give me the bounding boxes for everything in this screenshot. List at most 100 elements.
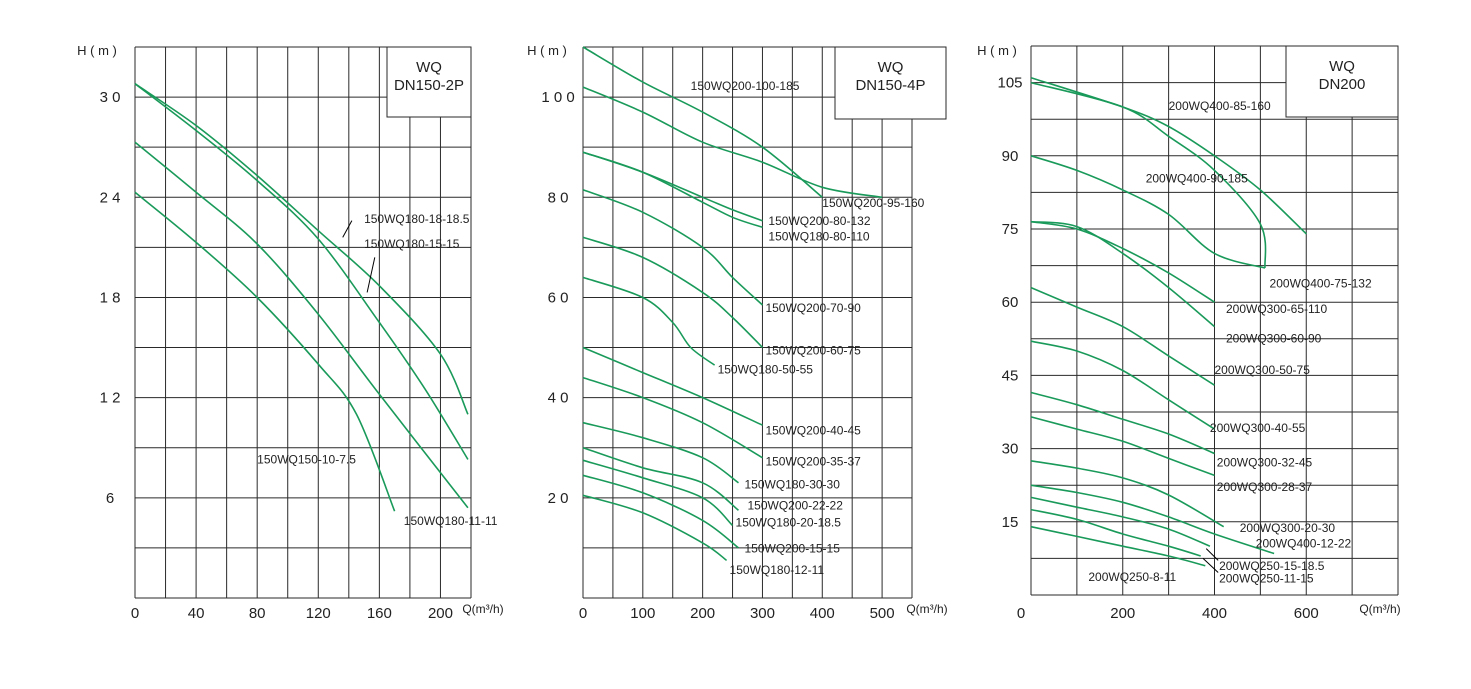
y-axis-label: H ( m ) <box>77 43 117 58</box>
model-size-title: DN200 <box>1319 76 1366 93</box>
curve-label: 150WQ200-35-37 <box>765 454 861 468</box>
label-leader-line <box>342 220 353 238</box>
y-tick-label: 1 2 <box>100 390 121 407</box>
x-tick-label: 200 <box>690 605 715 622</box>
curve-label: 200WQ300-60-90 <box>1226 331 1322 345</box>
curve-label: 150WQ180-20-18.5 <box>736 515 842 529</box>
pump-curve <box>1030 460 1225 528</box>
x-tick-label: 400 <box>1202 605 1227 622</box>
x-axis-label: Q(m³/h) <box>462 602 503 616</box>
model-size-title: DN150-4P <box>855 77 925 94</box>
curve-label: 150WQ180-18-18.5 <box>364 212 470 226</box>
pump-curve <box>1030 525 1206 567</box>
pump-curve <box>582 46 823 198</box>
curve-label: 150WQ200-95-160 <box>822 196 924 210</box>
x-tick-label: 0 <box>1017 605 1025 622</box>
pump-curve <box>134 191 396 512</box>
pump-curve <box>582 459 734 526</box>
y-tick-label: 2 0 <box>548 490 569 507</box>
curve-label: 200WQ300-32-45 <box>1217 455 1313 469</box>
x-axis-label: Q(m³/h) <box>1359 602 1400 616</box>
x-tick-label: 300 <box>750 605 775 622</box>
pump-curve <box>1030 81 1267 269</box>
y-axis-label: H ( m ) <box>527 43 567 58</box>
curve-label: 150WQ200-15-15 <box>745 541 841 555</box>
pump-curve <box>582 421 739 484</box>
label-leader-line <box>1202 558 1219 573</box>
curve-label: 150WQ200-70-90 <box>765 301 861 315</box>
curve-label: 200WQ400-90-185 <box>1146 172 1248 186</box>
curve-label: 150WQ150-10-7.5 <box>257 452 356 466</box>
label-leader-line <box>1205 548 1219 561</box>
pump-curve <box>1030 220 1215 303</box>
curve-label: 200WQ400-85-160 <box>1169 99 1271 113</box>
curve-label: 200WQ300-28-37 <box>1217 480 1313 494</box>
y-tick-label: 30 <box>1002 441 1019 458</box>
label-leader-line <box>366 257 376 293</box>
model-title-box <box>834 46 947 120</box>
curve-label: 200WQ300-20-30 <box>1240 521 1336 535</box>
x-tick-label: 600 <box>1294 605 1319 622</box>
series-title: WQ <box>416 59 442 76</box>
y-tick-label: 4 0 <box>548 390 569 407</box>
curve-label: 200WQ400-75-132 <box>1270 277 1372 291</box>
y-tick-label: 8 0 <box>548 189 569 206</box>
x-tick-label: 100 <box>630 605 655 622</box>
x-tick-label: 200 <box>1110 605 1135 622</box>
pump-curve <box>582 189 764 306</box>
y-tick-label: 1 8 <box>100 289 121 306</box>
curve-label: 200WQ250-11-15 <box>1219 571 1314 585</box>
y-axis-label: H ( m ) <box>977 43 1017 58</box>
pump-curve <box>582 151 763 229</box>
pump-curve <box>1030 416 1215 477</box>
x-axis-label: Q(m³/h) <box>906 602 947 616</box>
curve-label: 150WQ180-30-30 <box>745 477 841 491</box>
curve-label: 150WQ200-60-75 <box>765 344 861 358</box>
x-tick-label: 200 <box>428 605 453 622</box>
curve-label: 150WQ180-12-11 <box>730 563 825 577</box>
model-title-box <box>386 46 472 118</box>
x-tick-label: 80 <box>249 605 266 622</box>
y-tick-label: 90 <box>1002 148 1019 165</box>
pump-curve <box>582 446 739 511</box>
pump-curve <box>1030 484 1275 555</box>
curve-label: 200WQ300-65-110 <box>1226 302 1328 316</box>
curve-label: 150WQ200-80-132 <box>768 214 870 228</box>
pump-curve <box>1030 496 1211 547</box>
x-tick-label: 40 <box>188 605 205 622</box>
y-tick-label: 45 <box>1002 367 1019 384</box>
model-size-title: DN150-2P <box>394 77 464 94</box>
pump-curve <box>582 494 728 562</box>
y-tick-label: 2 4 <box>100 189 121 206</box>
series-title: WQ <box>1329 58 1355 75</box>
x-tick-label: 500 <box>870 605 895 622</box>
curve-label: 150WQ200-100-185 <box>691 79 800 93</box>
pump-curve <box>1030 508 1201 557</box>
curve-label: 150WQ180-50-55 <box>718 363 814 377</box>
pump-curve <box>582 276 716 366</box>
pump-curve <box>134 141 469 509</box>
pump-curve <box>134 83 469 415</box>
pump-curve <box>1030 155 1266 269</box>
y-tick-label: 3 0 <box>100 89 121 106</box>
curve-label: 200WQ250-15-18.5 <box>1219 559 1325 573</box>
model-title-box <box>1285 45 1399 118</box>
x-tick-label: 0 <box>131 605 139 622</box>
y-tick-label: 75 <box>1002 221 1019 238</box>
y-tick-label: 1 0 0 <box>541 89 574 106</box>
curve-label: 150WQ200-22-22 <box>748 498 844 512</box>
curve-label: 200WQ300-50-75 <box>1215 363 1311 377</box>
curve-label: 200WQ400-12-22 <box>1256 536 1352 550</box>
y-tick-label: 15 <box>1002 514 1019 531</box>
pump-curve <box>1030 391 1215 455</box>
y-tick-label: 6 <box>106 490 114 507</box>
pump-curve <box>582 376 763 459</box>
pump-curve <box>1030 340 1215 430</box>
curve-label: 150WQ200-40-45 <box>765 424 861 438</box>
x-tick-label: 160 <box>367 605 392 622</box>
curve-label: 150WQ180-11-11 <box>404 514 498 528</box>
